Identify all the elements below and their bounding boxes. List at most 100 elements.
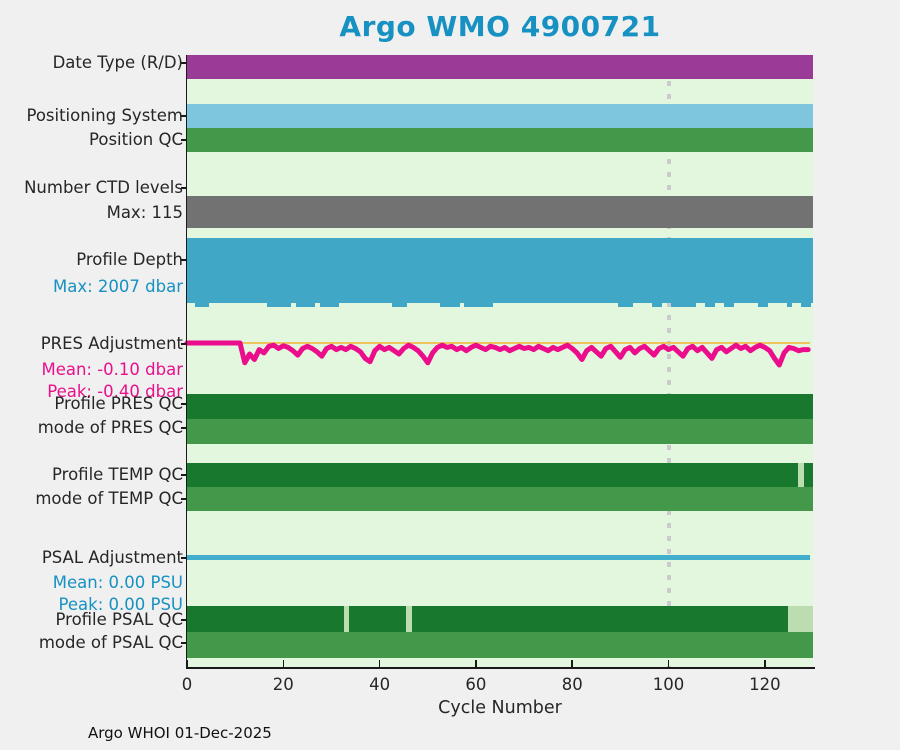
x-tick-label: 20 (272, 675, 294, 694)
band-profile-temp-qc (798, 463, 804, 487)
plot-area (187, 55, 813, 667)
y-tick-mark (180, 427, 186, 429)
x-tick-mark (764, 660, 766, 667)
depth-deeper-tick (199, 303, 205, 307)
depth-deeper-tick (319, 303, 325, 307)
y-tick-mark (180, 259, 186, 261)
row-label-mode-temp-qc: mode of TEMP QC (35, 489, 183, 508)
band-positioning-system (187, 104, 813, 128)
band-profile-temp-qc (187, 463, 799, 487)
depth-deeper-tick (801, 303, 807, 307)
depth-deeper-tick (762, 303, 768, 307)
depth-deeper-tick (401, 303, 407, 307)
depth-deeper-tick (758, 303, 764, 307)
band-profile-temp-qc (803, 463, 813, 487)
band-profile-psal-qc (343, 606, 349, 632)
band-position-qc (187, 128, 813, 152)
row-label-profile-depth: Profile Depth (76, 250, 183, 269)
x-tick-mark (186, 660, 188, 667)
row-label-num-ctd-levels: Number CTD levels (24, 178, 183, 197)
depth-deeper-tick (469, 303, 475, 307)
band-profile-psal-qc (406, 606, 412, 632)
x-tick-label: 60 (465, 675, 487, 694)
depth-deeper-tick (724, 303, 730, 307)
band-date-type (187, 55, 813, 79)
depth-deeper-tick (334, 303, 340, 307)
x-tick-mark (475, 660, 477, 667)
x-tick-label: 80 (561, 675, 583, 694)
depth-deeper-tick (204, 303, 210, 307)
row-label-profile-pres-qc: Profile PRES QC (54, 394, 183, 413)
depth-deeper-tick (652, 303, 658, 307)
band-mode-temp-qc (187, 487, 813, 511)
depth-deeper-tick (310, 303, 316, 307)
depth-deeper-tick (281, 303, 287, 307)
x-tick-mark (378, 660, 381, 667)
depth-deeper-tick (286, 303, 292, 307)
depth-deeper-tick (623, 303, 629, 307)
footer-attribution: Argo WHOI 01-Dec-2025 (88, 724, 272, 742)
depth-deeper-tick (324, 303, 330, 307)
depth-deeper-tick (786, 303, 792, 307)
depth-deeper-tick (690, 303, 696, 307)
x-tick-mark (667, 660, 670, 667)
band-mode-pres-qc (187, 419, 813, 444)
depth-deeper-tick (729, 303, 735, 307)
band-profile-psal-qc (411, 606, 788, 632)
row-label-pres-mean: Mean: -0.10 dbar (41, 360, 183, 379)
row-label-profile-temp-qc: Profile TEMP QC (52, 465, 183, 484)
y-tick-mark (180, 187, 186, 189)
depth-deeper-tick (473, 303, 479, 307)
pres-zero-line (187, 342, 810, 344)
row-label-position-qc: Position QC (89, 130, 183, 149)
x-tick-label: 40 (369, 675, 391, 694)
x-tick-label: 100 (652, 675, 685, 694)
reference-dashed-line (666, 55, 671, 667)
y-tick-mark (180, 619, 186, 621)
depth-deeper-tick (488, 303, 494, 307)
depth-deeper-tick (300, 303, 306, 307)
row-label-psal-mean: Mean: 0.00 PSU (52, 573, 183, 592)
x-tick-mark (282, 660, 285, 667)
page-title: Argo WMO 4900721 (339, 10, 661, 43)
y-tick-mark (180, 343, 186, 345)
band-mode-psal-qc (187, 632, 813, 658)
depth-deeper-tick (628, 303, 633, 307)
depth-deeper-tick (676, 303, 682, 307)
x-tick-label: 0 (181, 675, 193, 694)
y-tick-mark (180, 139, 186, 141)
row-label-profile-psal-qc: Profile PSAL QC (55, 610, 183, 629)
band-num-ctd-levels (187, 196, 813, 228)
band-profile-depth (187, 238, 813, 303)
band-profile-psal-qc (348, 606, 407, 632)
depth-deeper-tick (445, 303, 451, 307)
x-tick-label: 120 (749, 675, 781, 694)
y-tick-mark (180, 474, 186, 476)
depth-deeper-tick (656, 303, 662, 307)
depth-deeper-tick (392, 303, 398, 307)
y-tick-mark (180, 642, 186, 644)
depth-deeper-tick (449, 303, 455, 307)
depth-deeper-tick (671, 303, 677, 307)
depth-deeper-tick (464, 303, 470, 307)
depth-deeper-tick (329, 303, 335, 307)
y-tick-mark (180, 62, 186, 64)
x-axis-label: Cycle Number (438, 698, 562, 718)
row-label-mode-pres-qc: mode of PRES QC (37, 418, 183, 437)
y-tick-mark (180, 403, 186, 405)
row-label-psal-adjustment: PSAL Adjustment (41, 548, 183, 567)
row-label-num-ctd-max: Max: 115 (106, 203, 183, 222)
band-profile-psal-qc (187, 606, 344, 632)
depth-deeper-tick (483, 303, 489, 307)
row-label-pres-peak: Peak: -0.40 dbar (47, 382, 183, 401)
x-tick-mark (571, 660, 573, 667)
row-label-positioning-system: Positioning System (26, 106, 183, 125)
y-axis-line (185, 55, 187, 669)
depth-deeper-tick (685, 303, 691, 307)
psal-adjustment-line (187, 555, 810, 560)
depth-deeper-tick (194, 303, 200, 307)
depth-deeper-tick (271, 303, 277, 307)
depth-deeper-tick (478, 303, 484, 307)
depth-deeper-tick (266, 303, 272, 307)
